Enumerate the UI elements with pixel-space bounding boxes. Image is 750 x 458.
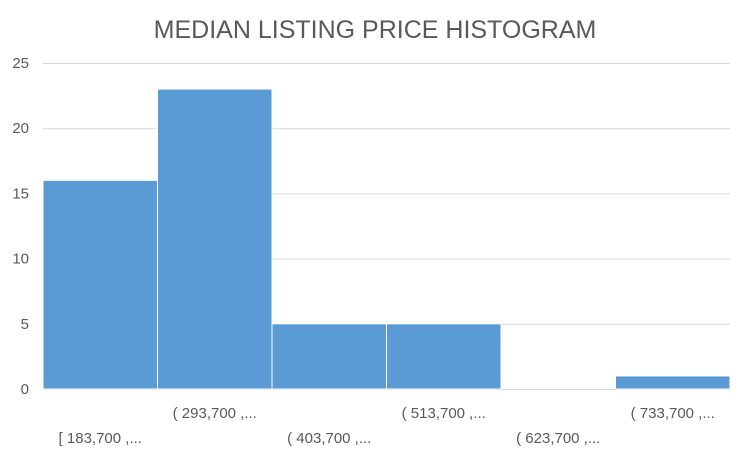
y-tick-label: 25: [12, 55, 29, 72]
histogram-bar: [42, 179, 158, 390]
y-tick-label: 5: [21, 316, 29, 333]
histogram-bar: [615, 375, 731, 390]
x-tick-label: [ 183,700 ,...: [59, 430, 142, 447]
bars: [42, 88, 731, 390]
x-axis: [ 183,700 ,... ( 293,700 ,... ( 403,700 ,.…: [59, 405, 715, 447]
histogram-bar: [386, 323, 502, 390]
y-tick-label: 15: [12, 185, 29, 202]
x-tick-label: ( 513,700 ,...: [402, 405, 486, 422]
x-tick-label: ( 293,700 ,...: [173, 405, 257, 422]
x-tick-label: ( 623,700 ,...: [516, 430, 600, 447]
x-tick-label: ( 733,700 ,...: [631, 405, 715, 422]
chart-title: MEDIAN LISTING PRICE HISTOGRAM: [154, 16, 597, 44]
y-tick-label: 10: [12, 251, 29, 268]
histogram-bar: [271, 323, 387, 390]
y-axis: 0 5 10 15 20 25: [12, 55, 29, 398]
y-tick-label: 0: [21, 381, 29, 398]
x-tick-label: ( 403,700 ,...: [287, 430, 371, 447]
histogram-bar: [157, 88, 273, 390]
y-tick-label: 20: [12, 120, 29, 137]
